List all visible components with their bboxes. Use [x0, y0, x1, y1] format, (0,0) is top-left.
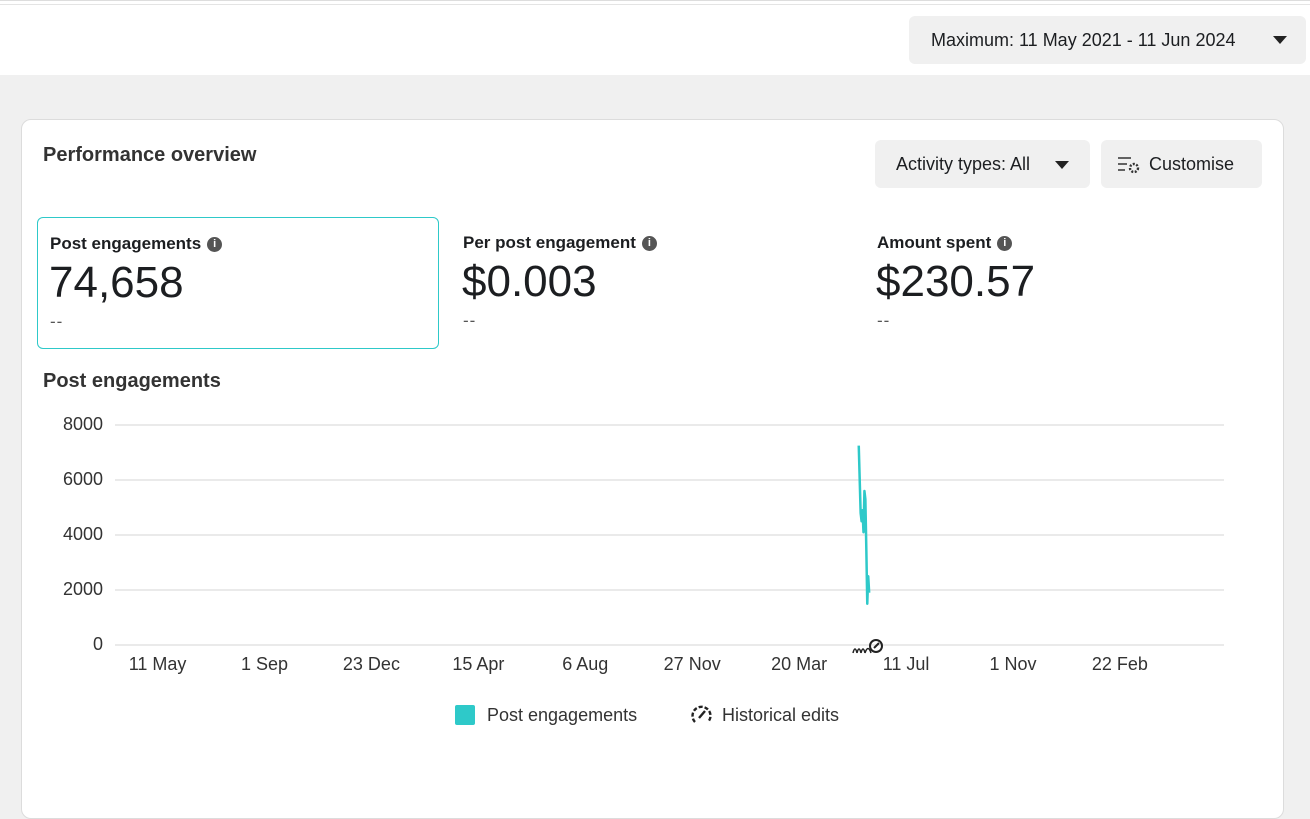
y-tick-label: 0	[93, 634, 103, 654]
x-tick-label: 27 Nov	[664, 654, 721, 674]
info-icon[interactable]: i	[207, 236, 223, 252]
metric-label: Post engagements	[50, 234, 202, 253]
activity-label: Activity types: All	[896, 153, 1031, 174]
x-tick-label: 20 Mar	[771, 654, 827, 674]
x-tick-label: 1 Nov	[989, 654, 1036, 674]
legend-label[interactable]: Post engagements	[487, 705, 637, 725]
y-tick-label: 2000	[63, 579, 103, 599]
metric-card[interactable]: Per post engagement i $0.003 --	[451, 217, 853, 349]
x-tick-label: 6 Aug	[562, 654, 608, 674]
edit-markers	[852, 639, 883, 654]
chart: 22 Feb 1 Nov 11 Jul 20 Mar 27 Nov 6 Aug 15 Apr…	[63, 414, 1224, 725]
info-icon[interactable]: i	[641, 235, 657, 251]
metric-change: --	[877, 311, 891, 330]
metric-card[interactable]: Amount spent i $230.57 --	[865, 217, 1267, 349]
chart-title: Post engagements	[43, 370, 221, 392]
card	[21, 119, 1284, 819]
caret	[1273, 36, 1287, 44]
date-range-button[interactable]: Maximum: 11 May 2021 - 11 Jun 2024	[909, 16, 1306, 64]
panel-title: Performance overview	[43, 144, 257, 166]
legend-swatch	[455, 705, 475, 725]
customise-icon	[1118, 157, 1140, 174]
metric-label-row: Amount spent i	[877, 233, 1013, 253]
metric-label: Per post engagement	[463, 233, 636, 252]
divider	[0, 4, 1310, 5]
legend-edit-icon	[691, 705, 712, 723]
date-range: Maximum: 11 May 2021 - 11 Jun 2024	[931, 29, 1236, 50]
x-tick-label: 11 May	[129, 654, 187, 674]
metric-value: 74,658	[49, 258, 184, 307]
metric-label: Amount spent	[877, 233, 992, 252]
caret	[1055, 161, 1069, 169]
metric-value: $0.003	[462, 257, 597, 306]
x-tick-label: 23 Dec	[343, 654, 400, 674]
x-tick-label: 11 Jul	[883, 654, 930, 674]
metric-label-row: Per post engagement i	[463, 233, 657, 253]
customise-label: Customise	[1149, 153, 1235, 174]
x-tick-label: 15 Apr	[452, 654, 504, 674]
metric-value: $230.57	[876, 257, 1036, 306]
metric-change: --	[50, 312, 64, 331]
legend-label[interactable]: Historical edits	[722, 705, 839, 725]
metric-label-row: Post engagements i	[50, 234, 223, 254]
info-icon[interactable]: i	[997, 235, 1013, 251]
y-tick-label: 4000	[63, 524, 103, 544]
metric-card[interactable]: Post engagements i 74,658 --	[37, 217, 439, 349]
y-tick-label: 6000	[63, 469, 103, 489]
x-tick-label: 1 Sep	[241, 654, 288, 674]
y-tick-label: 8000	[63, 414, 103, 434]
customise-button[interactable]: Customise	[1101, 140, 1262, 188]
activity-button[interactable]: Activity types: All	[875, 140, 1090, 188]
metric-change: --	[463, 311, 477, 330]
line	[857, 445, 871, 605]
x-tick-label: 22 Feb	[1092, 654, 1148, 674]
